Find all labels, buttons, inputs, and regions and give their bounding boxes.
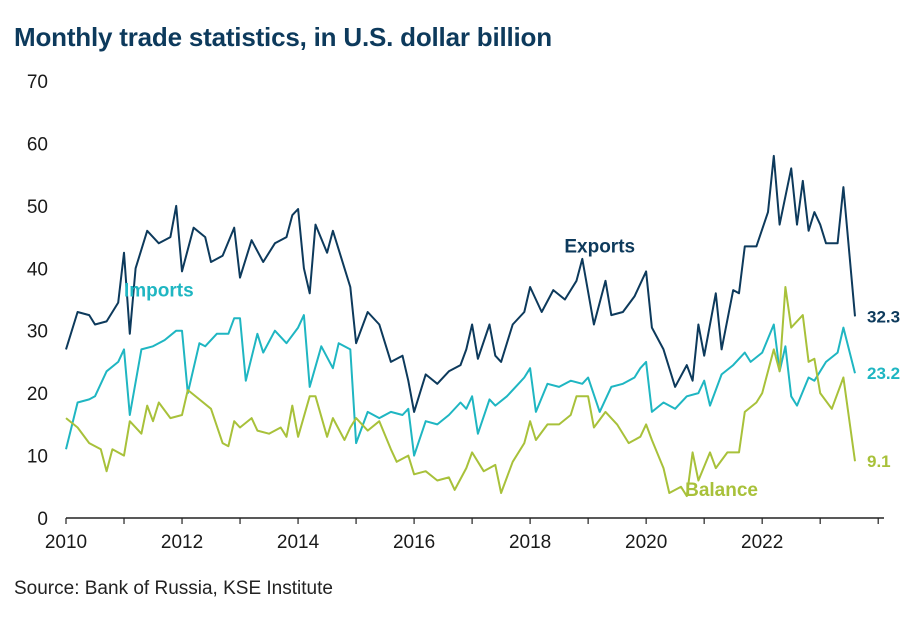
x-tick-label: 2020 bbox=[625, 532, 667, 553]
x-tick-label: 2010 bbox=[45, 532, 87, 553]
y-tick-label: 60 bbox=[27, 134, 48, 155]
y-tick-label: 70 bbox=[27, 72, 48, 93]
balance-end-value-label: 9.1 bbox=[867, 452, 891, 471]
chart-title: Monthly trade statistics, in U.S. dollar… bbox=[14, 22, 552, 52]
x-tick-label: 2022 bbox=[741, 532, 783, 553]
series-labels: Exports 32.3 Imports 23.2 Balance 9.1 bbox=[124, 237, 900, 501]
series-lines bbox=[65, 154, 856, 498]
source-note: Source: Bank of Russia, KSE Institute bbox=[14, 578, 333, 599]
x-tick-label: 2014 bbox=[277, 532, 320, 553]
exports-end-value-label: 32.3 bbox=[867, 307, 900, 326]
imports-line bbox=[65, 314, 856, 457]
exports-line bbox=[65, 154, 856, 413]
balance-line bbox=[65, 286, 856, 498]
x-tick-label: 2012 bbox=[161, 532, 203, 553]
balance-series-label: Balance bbox=[685, 480, 758, 501]
x-tick-label: 2016 bbox=[393, 532, 435, 553]
x-axis: 2010 2012 2014 2016 2018 2020 2022 bbox=[45, 517, 884, 553]
y-tick-label: 50 bbox=[27, 197, 48, 218]
y-tick-label: 0 bbox=[37, 509, 48, 530]
y-tick-label: 20 bbox=[27, 384, 48, 405]
y-axis: 0 10 20 30 40 50 60 70 bbox=[27, 72, 48, 530]
x-tick-label: 2018 bbox=[509, 532, 551, 553]
y-tick-label: 40 bbox=[27, 259, 48, 280]
y-tick-label: 10 bbox=[27, 447, 48, 468]
exports-series-label: Exports bbox=[564, 237, 635, 258]
imports-end-value-label: 23.2 bbox=[867, 364, 900, 383]
y-tick-label: 30 bbox=[27, 322, 48, 343]
imports-series-label: Imports bbox=[124, 280, 194, 301]
